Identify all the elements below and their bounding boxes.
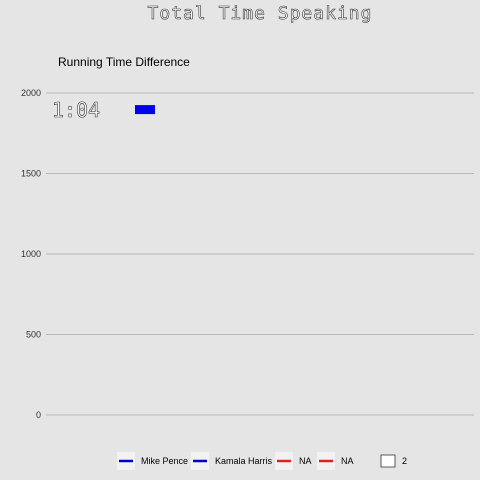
chart-title: Total Time Speaking: [148, 3, 373, 24]
legend-item: 2: [380, 454, 407, 468]
legend-label: NA: [341, 456, 354, 466]
legend-label: Mike Pence: [141, 456, 188, 466]
legend-item: NA: [275, 452, 312, 470]
y-tick-label: 0: [36, 410, 41, 420]
y-tick-label: 1500: [21, 169, 41, 179]
legend-swatch: [380, 454, 396, 468]
y-axis-ticks: 0 500 1000 1500 2000: [21, 88, 41, 420]
grid-lines: [46, 92, 474, 416]
legend-item: Kamala Harris: [191, 452, 273, 470]
legend-item: Mike Pence: [117, 452, 188, 470]
chart-subtitle: Running Time Difference: [58, 55, 190, 69]
y-tick-label: 1000: [21, 249, 41, 259]
bar: [135, 105, 155, 115]
legend-label: Kamala Harris: [215, 456, 273, 466]
time-difference-annotation: 1:04: [52, 98, 100, 122]
legend-label: 2: [402, 456, 407, 466]
y-tick-label: 500: [26, 330, 41, 340]
y-tick-label: 2000: [21, 88, 41, 98]
legend: Mike Pence Kamala Harris NA NA 2: [117, 452, 407, 470]
legend-label: NA: [299, 456, 312, 466]
legend-item: NA: [317, 452, 354, 470]
bars: [135, 105, 155, 115]
